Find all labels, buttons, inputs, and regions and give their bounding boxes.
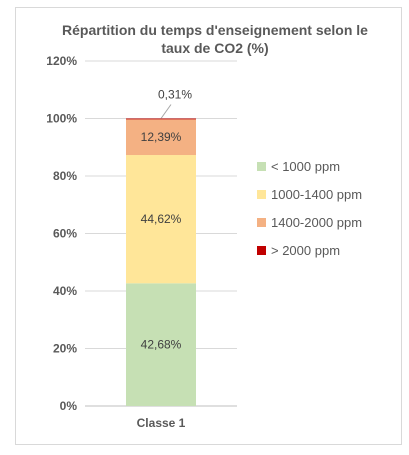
y-tick-label: 100% (46, 112, 77, 126)
x-axis-categories: Classe 1 (137, 416, 186, 430)
data-label: 42,68% (141, 338, 182, 352)
data-label: 44,62% (141, 212, 182, 226)
legend-label: 1000-1400 ppm (271, 187, 362, 202)
data-label-leader-line (160, 104, 172, 119)
y-tick-label: 0% (60, 399, 78, 413)
legend-label: 1400-2000 ppm (271, 215, 362, 230)
y-tick-label: 60% (53, 227, 77, 241)
legend-label: < 1000 ppm (271, 159, 340, 174)
y-tick-label: 20% (53, 342, 77, 356)
legend-swatch (257, 218, 266, 227)
y-axis-ticks: 0% 20% 40% 60% 80% 100% 120% (46, 54, 77, 413)
data-labels: 42,68% 44,62% 12,39% 0,31% (141, 88, 193, 352)
legend-swatch (257, 162, 266, 171)
chart-title-line-1: Répartition du temps d'enseignement selo… (62, 22, 368, 38)
bar-segment-series-0 (126, 283, 196, 406)
data-label: 12,39% (141, 130, 182, 144)
y-tick-label: 120% (46, 54, 77, 68)
chart-frame (15, 7, 402, 445)
legend-swatch (257, 246, 266, 255)
x-category-label: Classe 1 (137, 416, 186, 430)
data-label: 0,31% (158, 88, 192, 102)
bar-segments (126, 118, 196, 406)
bar-segment-series-3 (126, 118, 196, 120)
bar-segment-series-2 (126, 119, 196, 156)
legend: < 1000 ppm 1000-1400 ppm 1400-2000 ppm > 20… (257, 159, 362, 258)
legend-swatch (257, 190, 266, 199)
legend-label: > 2000 ppm (271, 243, 340, 258)
chart-title-line-2: taux de CO2 (%) (161, 40, 268, 56)
y-tick-label: 40% (53, 284, 77, 298)
bar-segment-series-1 (126, 155, 196, 284)
y-tick-label: 80% (53, 169, 77, 183)
